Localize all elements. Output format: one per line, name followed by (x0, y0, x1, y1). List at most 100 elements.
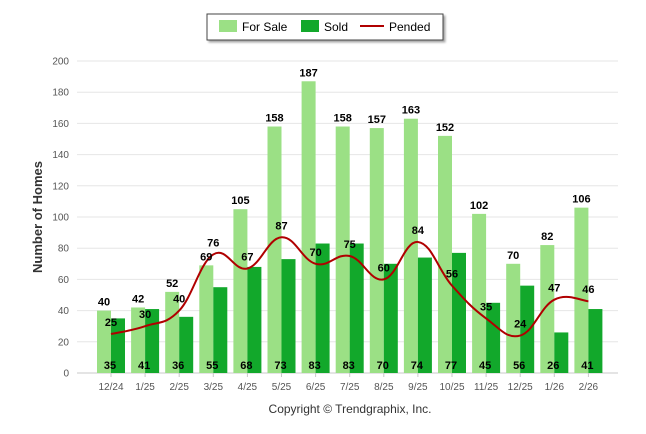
data-label-for-sale: 69 (200, 251, 212, 263)
legend-label-pended: Pended (389, 20, 430, 34)
bar-for-sale (131, 307, 146, 373)
data-label-sold: 70 (377, 360, 389, 372)
data-label-pended: 84 (412, 225, 425, 237)
x-tick-label: 1/26 (545, 382, 565, 393)
bar-sold (247, 266, 262, 373)
bar-for-sale (233, 209, 248, 373)
legend-swatch-for-sale (219, 20, 237, 32)
x-tick-label: 2/25 (169, 382, 189, 393)
data-label-sold: 83 (343, 360, 355, 372)
y-tick-label: 40 (58, 306, 70, 317)
y-tick-label: 100 (52, 213, 69, 224)
bar-sold (213, 287, 228, 373)
y-tick-label: 60 (58, 275, 70, 286)
data-label-sold: 56 (513, 360, 525, 372)
x-tick-label: 7/25 (340, 382, 360, 393)
data-label-for-sale: 158 (265, 113, 283, 125)
data-label-pended: 67 (241, 251, 253, 263)
data-label-for-sale: 105 (231, 195, 249, 207)
bar-sold (520, 285, 535, 373)
bar-sold (383, 263, 398, 373)
bar-for-sale (97, 310, 111, 373)
x-axis-ticks: 12/24 1/25 2/25 3/25 4/25 5/25 6/25 7/25 8/25 9/2… (98, 373, 599, 393)
bar-sold (179, 316, 194, 373)
bar-for-sale (165, 291, 180, 373)
bar-sold (417, 257, 432, 373)
y-tick-label: 140 (52, 150, 69, 161)
data-label-sold: 83 (308, 360, 320, 372)
legend-label-sold: Sold (324, 20, 348, 34)
data-label-sold: 41 (138, 360, 150, 372)
y-tick-label: 160 (52, 119, 69, 130)
data-label-pended: 47 (548, 283, 560, 295)
data-label-pended: 30 (139, 309, 151, 321)
data-label-pended: 24 (514, 319, 527, 331)
x-tick-label: 2/26 (579, 382, 599, 393)
data-label-pended: 70 (309, 247, 321, 259)
data-label-sold: 26 (547, 360, 559, 372)
data-label-for-sale: 157 (368, 114, 386, 126)
bars (97, 81, 603, 374)
bar-sold (315, 243, 330, 373)
pended-line (110, 236, 589, 338)
bar-for-sale (267, 126, 282, 374)
y-tick-label: 0 (63, 369, 69, 380)
legend-swatch-sold (301, 20, 319, 32)
bar-for-sale (301, 81, 316, 373)
data-label-pended: 40 (173, 294, 185, 306)
bar-sold (349, 243, 364, 373)
y-tick-label: 80 (58, 244, 70, 255)
y-tick-label: 200 (52, 57, 69, 68)
bar-for-sale (438, 135, 452, 373)
bar-for-sale (540, 245, 555, 373)
data-label-sold: 74 (411, 360, 424, 372)
y-tick-label: 20 (58, 337, 70, 348)
data-label-pended: 87 (275, 220, 287, 232)
data-label-pended: 25 (105, 317, 117, 329)
bar-sold (452, 252, 466, 373)
x-tick-label: 4/25 (238, 382, 258, 393)
x-tick-label: 12/25 (508, 382, 533, 393)
bar-for-sale (472, 213, 487, 373)
bar-for-sale (506, 263, 521, 373)
data-label-sold: 73 (274, 360, 286, 372)
data-label-sold: 45 (479, 360, 491, 372)
bar-for-sale (199, 265, 214, 373)
data-label-for-sale: 52 (166, 278, 178, 290)
data-label-sold: 77 (445, 360, 457, 372)
data-label-for-sale: 42 (132, 293, 144, 305)
data-label-pended: 35 (480, 301, 492, 313)
data-label-sold: 35 (104, 360, 116, 372)
x-tick-label: 3/25 (204, 382, 224, 393)
data-label-sold: 36 (172, 360, 184, 372)
legend-label-for-sale: For Sale (242, 20, 288, 34)
bar-for-sale (369, 128, 384, 373)
bar-sold (588, 309, 603, 373)
data-label-pended: 76 (207, 237, 219, 249)
data-label-for-sale: 152 (436, 122, 454, 134)
data-label-for-sale: 70 (507, 250, 519, 262)
bar-sold (281, 259, 296, 373)
bar-sold (554, 332, 569, 373)
copyright-footer: Copyright © Trendgraphix, Inc. (269, 402, 432, 416)
data-label-for-sale: 187 (299, 67, 317, 79)
x-tick-label: 9/25 (408, 382, 428, 393)
data-label-for-sale: 102 (470, 200, 488, 212)
x-tick-label: 12/24 (98, 382, 123, 393)
data-label-for-sale: 158 (334, 113, 352, 125)
data-label-pended: 75 (344, 239, 356, 251)
legend: For Sale Sold Pended (206, 13, 444, 41)
x-tick-label: 8/25 (374, 382, 394, 393)
data-label-pended: 60 (378, 262, 390, 274)
data-label-sold: 55 (206, 360, 218, 372)
data-label-pended: 46 (582, 284, 594, 296)
x-tick-label: 6/25 (306, 382, 326, 393)
bar-for-sale (335, 126, 350, 374)
y-tick-label: 180 (52, 88, 69, 99)
data-label-for-sale: 82 (541, 231, 553, 243)
x-tick-label: 11/25 (474, 382, 499, 393)
line-pended (110, 236, 589, 338)
y-axis-ticks: 0 20 40 60 80 100 120 140 160 180 200 (52, 57, 69, 380)
data-label-sold: 68 (240, 360, 252, 372)
